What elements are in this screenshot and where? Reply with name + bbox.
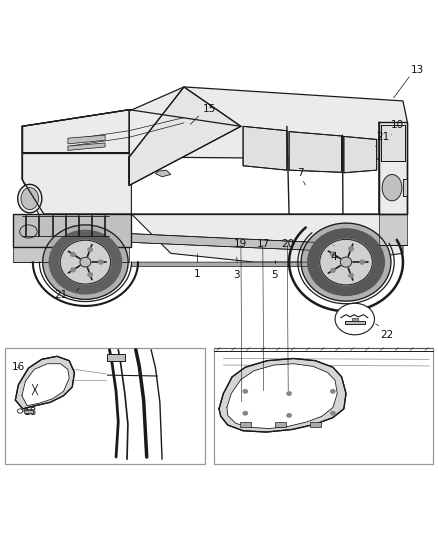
Polygon shape [131,233,381,253]
Polygon shape [352,318,358,321]
Ellipse shape [18,409,23,413]
Ellipse shape [331,411,335,415]
Polygon shape [381,125,405,161]
Ellipse shape [308,229,385,295]
Text: 18: 18 [24,407,37,417]
Polygon shape [22,152,131,233]
Text: 21: 21 [55,290,68,300]
Ellipse shape [20,225,37,238]
Ellipse shape [49,230,121,294]
Polygon shape [403,179,407,197]
Bar [214,348,433,464]
Ellipse shape [331,269,335,272]
Polygon shape [22,364,69,406]
Bar [5,348,205,464]
Text: 20: 20 [282,239,295,249]
Ellipse shape [88,248,92,252]
Ellipse shape [335,303,374,335]
Polygon shape [344,136,377,173]
Polygon shape [155,170,171,177]
Text: 21: 21 [377,132,390,142]
Polygon shape [131,262,379,266]
Text: 7: 7 [297,167,304,177]
Ellipse shape [287,392,291,395]
Ellipse shape [243,411,247,415]
Polygon shape [129,87,407,159]
Polygon shape [15,356,74,409]
Ellipse shape [349,273,353,277]
Polygon shape [68,135,105,144]
Text: 4: 4 [331,252,338,262]
Polygon shape [219,359,346,432]
Ellipse shape [320,239,372,285]
Ellipse shape [71,268,75,272]
Ellipse shape [21,188,39,209]
Polygon shape [129,87,241,185]
Ellipse shape [243,390,247,393]
Text: 19: 19 [233,239,247,249]
Text: 13: 13 [411,64,424,75]
Polygon shape [13,247,129,262]
Ellipse shape [80,257,91,267]
Ellipse shape [42,225,128,300]
Text: 17: 17 [257,239,270,249]
Ellipse shape [301,223,391,301]
Text: 10: 10 [391,120,404,130]
Ellipse shape [349,247,353,251]
Ellipse shape [88,273,92,277]
Polygon shape [68,143,105,150]
Text: 17: 17 [43,386,56,396]
Ellipse shape [331,390,335,393]
Ellipse shape [382,174,402,201]
Polygon shape [243,126,287,170]
Polygon shape [227,364,337,429]
Text: 5: 5 [271,270,278,280]
Polygon shape [24,409,33,413]
Text: 22: 22 [380,329,393,340]
Ellipse shape [18,184,42,213]
Ellipse shape [287,414,291,417]
Ellipse shape [360,260,364,264]
Polygon shape [13,214,131,247]
Text: 1: 1 [193,269,200,279]
Polygon shape [22,110,241,152]
Ellipse shape [340,257,352,267]
Polygon shape [275,422,286,427]
Text: 15: 15 [202,104,215,114]
Text: 16: 16 [12,362,25,372]
Polygon shape [345,321,365,324]
Ellipse shape [331,252,335,256]
Ellipse shape [71,253,75,256]
Polygon shape [379,122,407,214]
Polygon shape [131,214,403,262]
Polygon shape [240,422,251,427]
Polygon shape [107,354,125,361]
Text: 3: 3 [233,270,240,280]
Ellipse shape [99,260,103,264]
Polygon shape [289,132,342,172]
Ellipse shape [60,240,110,284]
Polygon shape [379,214,407,246]
Polygon shape [310,422,321,427]
